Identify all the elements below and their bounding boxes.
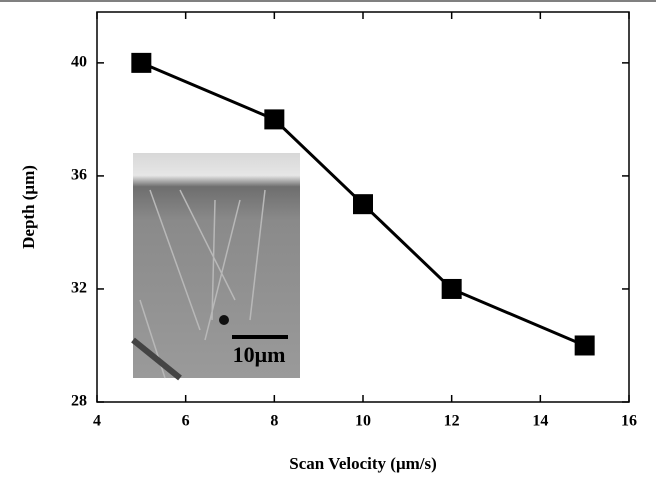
marker xyxy=(264,109,285,130)
x-tick-label: 4 xyxy=(93,413,101,430)
marker xyxy=(574,335,595,356)
x-tick-label: 6 xyxy=(182,413,190,430)
inset-image: 10μm xyxy=(131,153,300,381)
y-tick-label: 32 xyxy=(71,280,87,297)
scale-bar-label: 10μm xyxy=(233,342,286,367)
marker xyxy=(353,194,373,215)
x-axis-label: Scan Velocity (μm/s) xyxy=(289,454,437,473)
x-tick-label: 12 xyxy=(444,413,460,430)
y-tick-label: 28 xyxy=(71,393,87,410)
marker xyxy=(131,52,152,73)
y-tick-label: 36 xyxy=(71,167,87,184)
y-axis-label: Depth (μm) xyxy=(19,165,38,249)
x-tick-label: 10 xyxy=(355,413,371,430)
y-tick-label: 40 xyxy=(71,54,87,71)
x-tick-label: 16 xyxy=(621,413,637,430)
x-tick-label: 14 xyxy=(532,413,548,430)
x-tick-label: 8 xyxy=(270,413,278,430)
marker xyxy=(441,278,462,299)
